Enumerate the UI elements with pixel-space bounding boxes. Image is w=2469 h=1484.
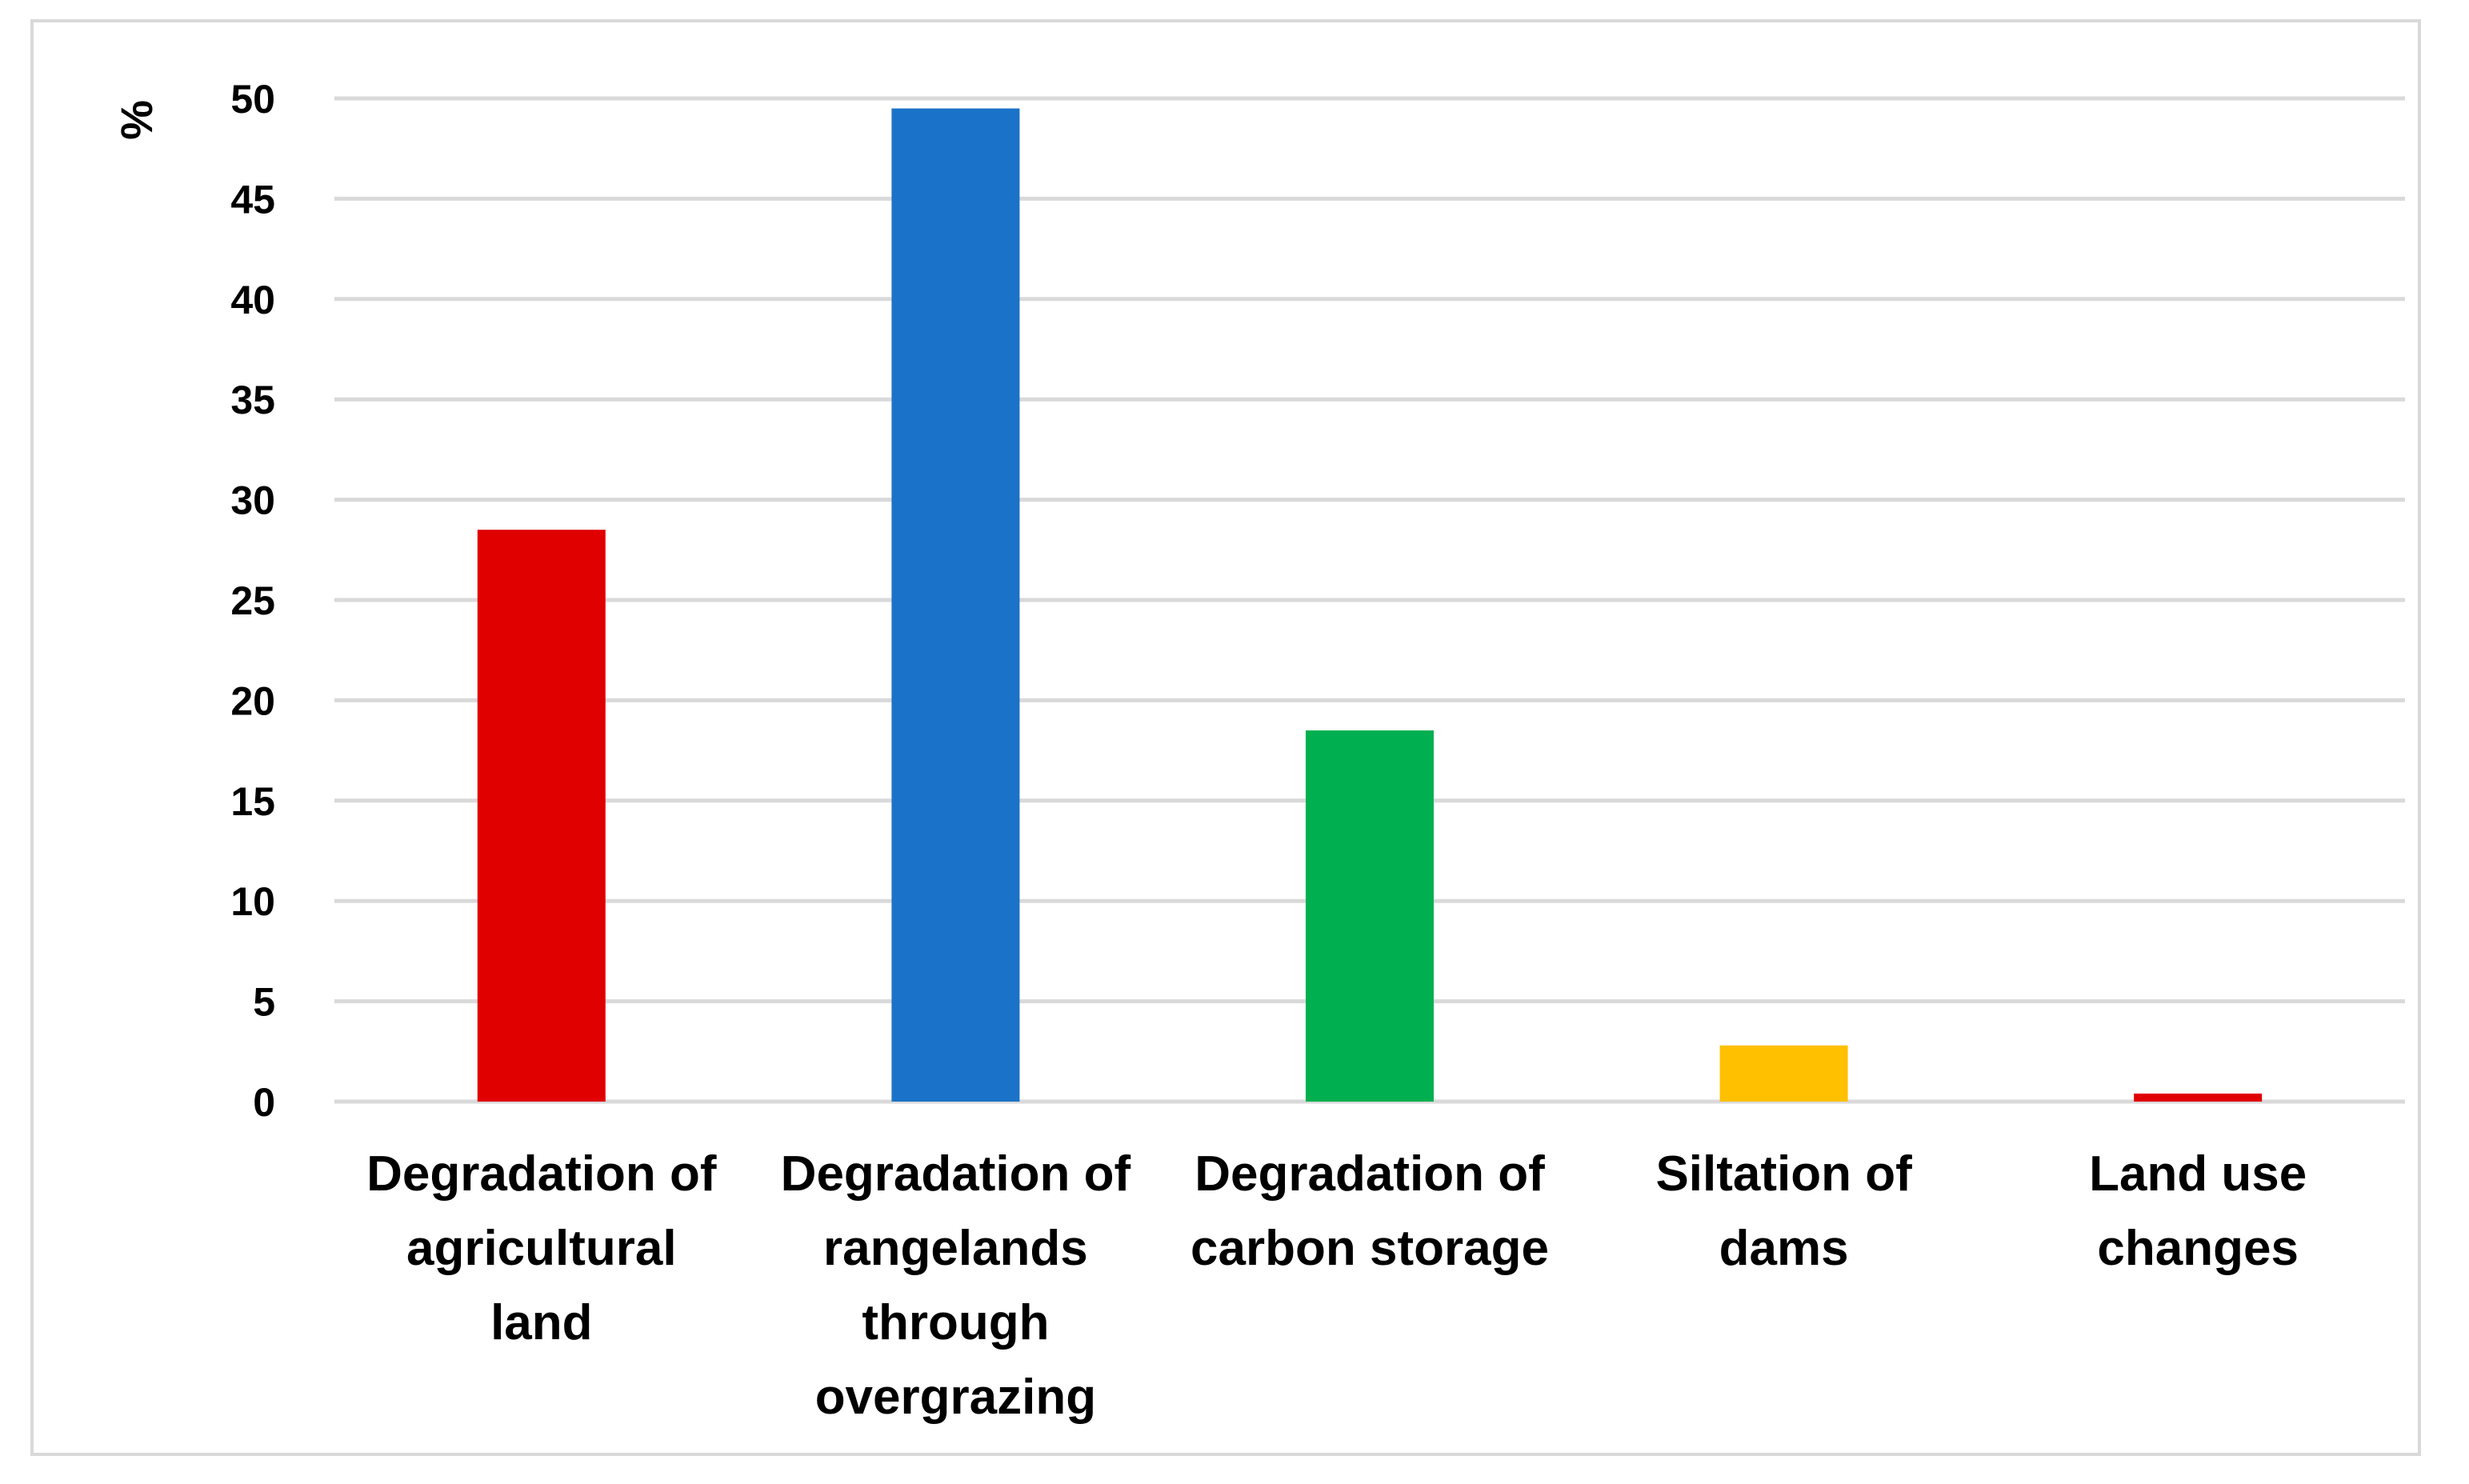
bar [477,530,606,1102]
x-category-label-line: changes [2097,1221,2299,1276]
y-tick-label: 30 [230,478,275,523]
bar-chart: 0 5 10 15 20 25 30 35 40 45 50 Degradation of agric… [111,77,2405,1425]
x-category-label: Degradation of agricultural land [366,1146,717,1350]
y-tick-label: 50 [230,77,275,122]
y-tick-label: 45 [230,177,275,222]
y-tick-label: 25 [230,578,275,623]
y-tick-label: 40 [230,278,275,322]
x-category-label-line: Degradation of [1194,1146,1545,1202]
x-category-label-line: Land use [2089,1146,2307,1202]
x-category-label: Land use changes [2089,1146,2307,1276]
x-category-label: Degradation of rangelands through overgrazi… [781,1146,1131,1425]
x-category-label: Siltation of dams [1655,1146,1912,1276]
bars [477,108,2263,1102]
bar [1306,730,1434,1102]
x-category-label-line: Degradation of [366,1146,717,1202]
y-tick-label: 10 [230,879,275,924]
x-category-label-line: Degradation of [781,1146,1131,1202]
y-axis-title: % [111,100,162,140]
y-tick-label: 5 [253,980,275,1025]
x-category-label-line: overgrazing [815,1370,1096,1425]
gridlines [334,96,2405,1104]
x-category-label-line: Siltation of [1655,1146,1912,1202]
x-axis-categories: Degradation of agricultural landDegradatio… [366,1146,2307,1425]
x-category-label-line: land [490,1295,592,1350]
x-category-label: Degradation of carbon storage [1190,1146,1549,1276]
x-category-label-line: dams [1719,1221,1849,1276]
y-tick-label: 20 [230,678,275,723]
y-axis-ticks: 0 5 10 15 20 25 30 35 40 45 50 [230,77,275,1125]
bar [1719,1045,1848,1102]
bar [891,108,1020,1102]
chart-frame: 0 5 10 15 20 25 30 35 40 45 50 Degradation of agric… [30,19,2421,1456]
x-category-label-line: carbon storage [1190,1221,1549,1276]
bar [2134,1093,2263,1102]
x-category-label-line: agricultural [406,1221,677,1276]
x-category-label-line: rangelands [823,1221,1088,1276]
x-category-label-line: through [862,1295,1049,1350]
y-tick-label: 0 [253,1080,275,1125]
y-tick-label: 15 [230,779,275,824]
y-tick-label: 35 [230,378,275,422]
